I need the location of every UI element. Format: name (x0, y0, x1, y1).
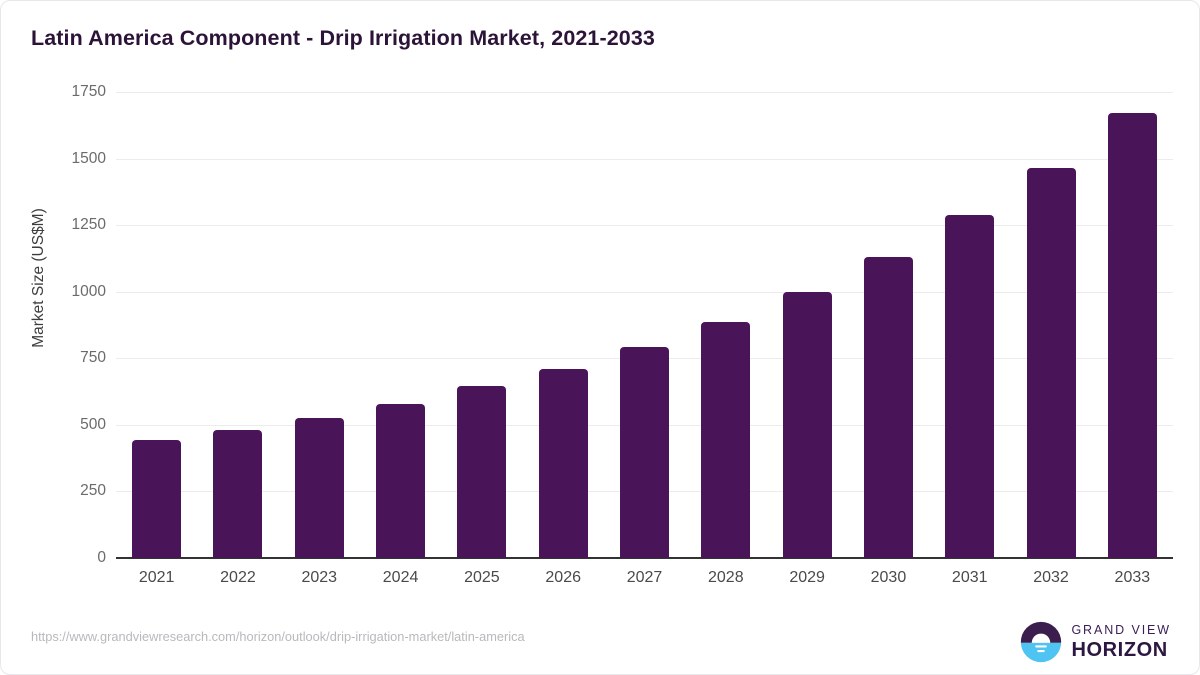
bar[interactable] (376, 404, 426, 558)
gridline (116, 92, 1173, 93)
bar[interactable] (1026, 168, 1076, 558)
x-axis-tick-label: 2021 (138, 569, 175, 586)
bar[interactable] (294, 417, 344, 558)
x-axis-tick-label: 2027 (626, 569, 663, 586)
brand-logo-text: GRAND VIEW HORIZON (1071, 624, 1171, 661)
x-axis-tick-label: 2031 (951, 569, 988, 586)
x-axis-tick-label: 2023 (301, 569, 338, 586)
brand-logo-text-bottom: HORIZON (1071, 639, 1168, 662)
x-axis-tick-label: 2022 (220, 569, 256, 586)
x-axis-tick-label: 2025 (464, 569, 500, 586)
y-axis-tick-label: 1000 (71, 282, 106, 300)
y-axis-tick-label: 0 (97, 549, 106, 566)
page-title: Latin America Component - Drip Irrigatio… (31, 26, 655, 50)
x-axis-tick-label: 2028 (708, 569, 744, 586)
gridline (116, 225, 1173, 227)
bar[interactable] (132, 440, 182, 558)
bar[interactable] (945, 215, 995, 558)
x-axis-tick-label: 2032 (1033, 569, 1069, 586)
grand-view-horizon-logo-mark (1021, 621, 1062, 663)
source-url[interactable]: https://www.grandviewresearch.com/horizo… (31, 629, 525, 644)
y-axis-tick-label: 750 (80, 349, 106, 367)
x-axis-tick-label: 2033 (1114, 569, 1151, 586)
brand-logo: GRAND VIEW HORIZON (1020, 621, 1171, 663)
bar[interactable] (538, 368, 588, 558)
bar[interactable] (782, 291, 832, 558)
x-axis-tick-label: 2029 (789, 569, 825, 586)
y-axis-tick-label: 1750 (71, 83, 106, 100)
bar[interactable] (457, 386, 507, 558)
x-axis-tick-label: 2024 (382, 569, 419, 586)
bar[interactable] (213, 429, 263, 558)
y-axis-tick-label: 250 (80, 482, 106, 500)
gridline (116, 291, 1173, 293)
y-axis-tick-label: 1500 (71, 149, 106, 167)
bar[interactable] (620, 347, 669, 558)
x-axis-tick-label: 2026 (545, 569, 581, 586)
y-axis-tick-label: 500 (80, 415, 106, 433)
bar[interactable] (1107, 112, 1157, 558)
bar[interactable] (863, 257, 913, 558)
x-axis-line (116, 557, 1173, 559)
gridline (116, 158, 1173, 160)
brand-logo-text-top: GRAND VIEW (1071, 622, 1171, 637)
bar[interactable] (701, 322, 751, 558)
y-axis-tick-label: 1250 (71, 216, 106, 234)
x-axis-tick-label: 2030 (870, 569, 907, 586)
